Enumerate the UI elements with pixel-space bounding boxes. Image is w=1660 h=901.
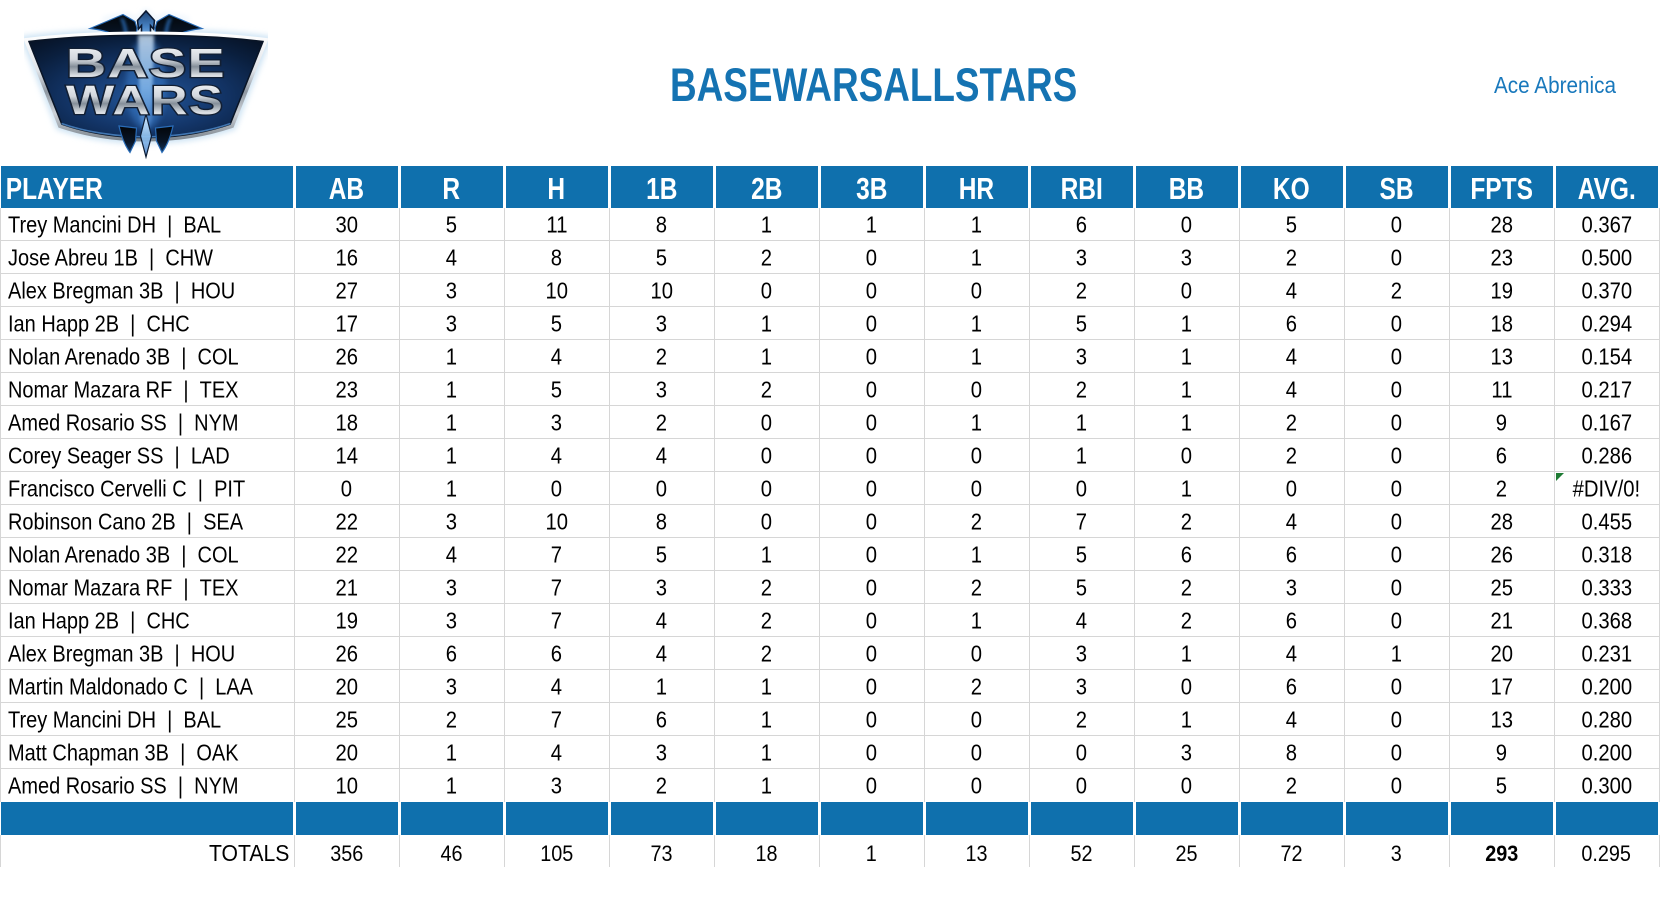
svg-text:BASE: BASE [66,40,226,86]
svg-text:WARS: WARS [66,77,224,123]
